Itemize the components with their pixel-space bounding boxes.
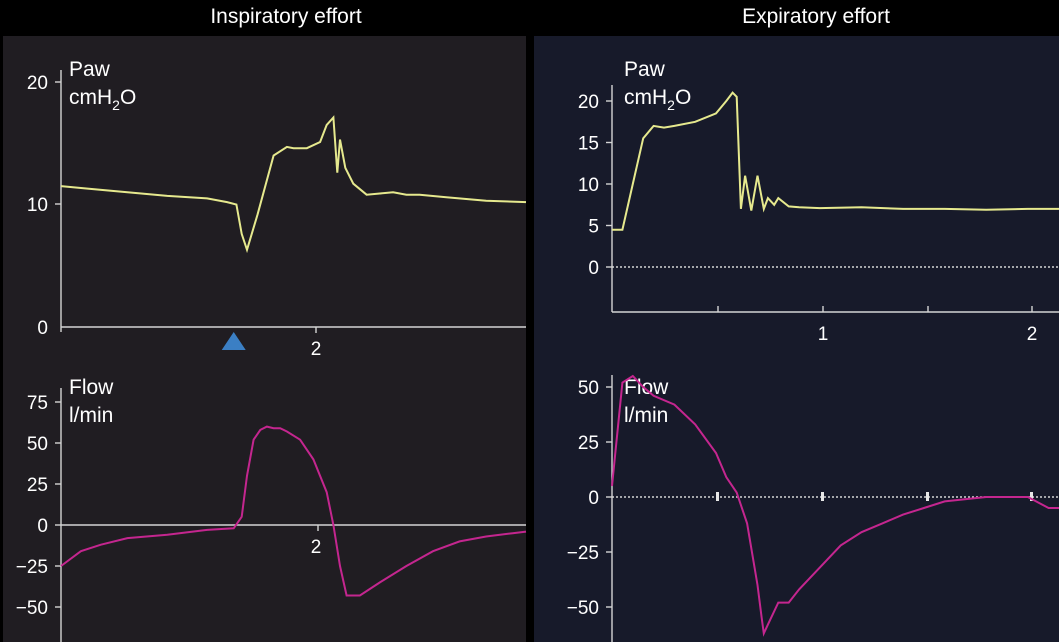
exp-flow-ytick-label: 25 xyxy=(578,433,599,454)
insp-paw-plot: 20 10 0 2 Paw cmH2O xyxy=(27,58,527,360)
insp-flow-plot: 75 50 25 0 −25 −50 2 Flow l/min xyxy=(16,376,527,642)
exp-flow-ytick-label: −25 xyxy=(567,543,599,564)
exp-flow-unit: l/min xyxy=(624,404,668,427)
exp-paw-ytick-label: 10 xyxy=(578,175,599,196)
insp-flow-y-ticks: 75 50 25 0 −25 −50 xyxy=(16,393,61,619)
exp-paw-series-label: Paw xyxy=(624,58,666,81)
exp-paw-plot: 20 15 10 5 0 1 2 Paw cmH2O xyxy=(578,58,1059,345)
exp-paw-xtick-label: 1 xyxy=(818,324,829,345)
insp-flow-line xyxy=(60,425,527,597)
exp-paw-unit: cmH2O xyxy=(624,86,691,113)
exp-flow-plot: 50 25 0 −25 −50 Flow l/min xyxy=(567,374,1059,642)
insp-paw-ytick-label: 10 xyxy=(27,195,48,216)
insp-flow-ytick-label: 0 xyxy=(37,516,48,537)
expiratory-effort-header: Expiratory effort xyxy=(742,5,890,28)
inspiratory-effort-header: Inspiratory effort xyxy=(210,5,362,28)
insp-paw-ytick-label: 0 xyxy=(37,318,48,339)
triggering-marker-triangle xyxy=(221,332,246,350)
exp-paw-ytick-label: 0 xyxy=(588,258,599,279)
insp-flow-ytick-label: 25 xyxy=(27,475,48,496)
right-panel-background xyxy=(534,36,1059,642)
insp-flow-ytick-label: −50 xyxy=(16,598,48,619)
exp-paw-ytick-label: 5 xyxy=(588,217,599,238)
exp-paw-xtick-label: 2 xyxy=(1027,324,1038,345)
insp-paw-line xyxy=(60,115,527,254)
exp-flow-zero-tick xyxy=(821,492,824,501)
exp-flow-ytick-label: −50 xyxy=(567,598,599,619)
insp-flow-ytick-label: 75 xyxy=(27,393,48,414)
exp-flow-y-ticks: 50 25 0 −25 −50 xyxy=(567,378,612,619)
exp-flow-zero-tick xyxy=(926,492,929,501)
insp-flow-ytick-label: 50 xyxy=(27,434,48,455)
insp-paw-xtick-label: 2 xyxy=(311,339,322,360)
exp-flow-ytick-label: 0 xyxy=(588,488,599,509)
insp-flow-series-label: Flow xyxy=(69,376,114,399)
insp-flow-unit: l/min xyxy=(69,404,113,427)
insp-paw-series-label: Paw xyxy=(69,58,111,81)
exp-flow-series-label: Flow xyxy=(624,376,669,399)
insp-flow-xtick-label: 2 xyxy=(311,537,322,558)
exp-flow-zero-tick xyxy=(716,492,719,501)
exp-flow-line xyxy=(611,374,1059,637)
insp-paw-ytick-label: 20 xyxy=(27,73,48,94)
insp-paw-unit: cmH2O xyxy=(69,86,136,113)
insp-flow-ytick-label: −25 xyxy=(16,557,48,578)
exp-paw-ytick-label: 20 xyxy=(578,92,599,113)
left-panel-background xyxy=(3,36,526,642)
exp-paw-ytick-label: 15 xyxy=(578,134,599,155)
exp-paw-line xyxy=(612,91,1059,231)
exp-flow-zero-tick xyxy=(1030,492,1033,501)
exp-flow-ytick-label: 50 xyxy=(578,378,599,399)
exp-paw-y-ticks: 20 15 10 5 0 xyxy=(578,92,612,279)
